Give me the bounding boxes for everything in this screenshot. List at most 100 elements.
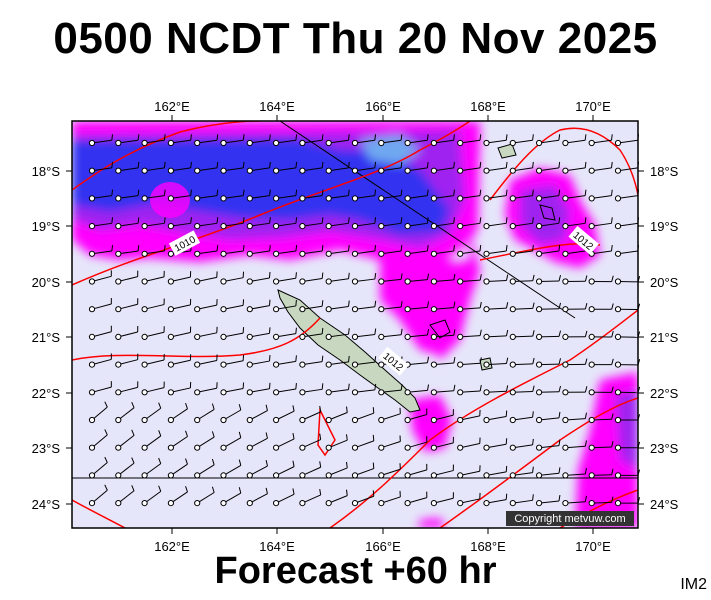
wind-barb [273,272,297,285]
wind-barb [457,357,482,368]
wind-barb [246,487,268,507]
wind-barb [141,353,165,368]
wind-barb [246,299,271,313]
wind-barb [483,385,509,396]
lon-label-bottom: 166°E [365,539,401,554]
wind-barb [509,494,534,507]
wind-barb [299,461,322,479]
wind-barb [167,402,188,424]
wind-barb [325,434,348,451]
wind-barb [325,300,350,313]
wind-barb [325,217,350,230]
lat-label-right: 21°S [650,330,679,345]
lat-label-left: 22°S [32,386,61,401]
wind-barb [115,161,140,174]
wind-barb [430,357,456,368]
wind-barb [404,329,430,340]
lat-label-right: 20°S [650,275,679,290]
wind-barb [115,381,139,396]
wind-barb [299,134,324,147]
wind-barb [351,161,377,174]
wind-barb [141,326,165,340]
wind-barb [351,490,375,507]
wind-barb [404,463,428,479]
wind-barb [141,485,162,507]
wind-barb [273,405,295,424]
wind-barb [536,467,561,479]
wind-barb [483,189,508,202]
wind-barb [220,299,245,313]
wind-barb [536,439,561,451]
wind-barb [115,134,140,147]
wind-barb [430,161,455,174]
wind-barb [194,245,219,257]
lat-label-right: 24°S [650,497,679,512]
wind-barb [273,327,297,340]
wind-barb [378,328,403,340]
lon-label-top: 166°E [365,99,401,114]
wind-barb [220,382,245,396]
wind-barb [562,161,587,174]
wind-barb [220,245,245,257]
wind-barb [378,407,401,424]
lat-label-left: 23°S [32,441,61,456]
wind-barb [457,189,482,202]
wind-barb [325,328,350,340]
wind-barb [115,189,140,202]
wind-barb [614,189,640,202]
wind-barb [115,245,140,257]
wind-barb [88,189,114,202]
wind-barb [378,435,401,451]
wind-barb [378,273,403,285]
wind-barb [351,383,377,396]
wind-barb [115,485,135,507]
wind-barb [509,466,534,479]
wind-barb [404,134,429,147]
lat-label-right: 18°S [650,164,679,179]
wind-barb [194,431,215,451]
plot-frame [71,120,639,529]
latitude-labels-right: 18°S 19°S 20°S 21°S 22°S 23°S 24°S [650,164,679,512]
wind-barb [115,457,135,479]
wind-barb [588,303,614,313]
wind-barb [404,161,429,174]
wind-barb [325,161,350,174]
wind-barb [273,383,297,396]
lat-label-left: 24°S [32,497,61,512]
wind-barbs [88,134,641,507]
wind-barb [483,134,508,147]
wind-barb [141,189,166,202]
wind-barb [378,217,403,230]
wind-barb [509,330,535,340]
wind-barb [562,468,587,479]
wind-barb [378,134,403,147]
wind-barb [325,245,350,257]
wind-barb [246,382,271,396]
wind-barb [246,161,271,174]
wind-barb [194,354,218,368]
wind-barb [194,161,219,174]
wind-barb [88,298,112,313]
wind-barb [88,245,114,257]
wind-barb [457,437,481,451]
wind-barb [351,300,377,313]
wind-barb [378,245,403,257]
wind-barb [351,328,377,340]
wind-barb [88,353,112,368]
wind-barb [588,217,613,230]
wind-barb [588,275,614,285]
wind-barb [536,189,561,202]
wind-barb [536,385,561,396]
lon-label-top: 170°E [575,99,611,114]
wind-barb [167,458,188,479]
wind-barb [325,134,350,147]
wind-barb [141,217,166,230]
wind-barb [457,161,482,174]
wind-barb [562,189,587,202]
wind-barb [614,359,641,368]
wind-barb [457,492,481,507]
wind-barb [457,217,482,230]
wind-barb [430,134,455,147]
wind-barb [430,217,455,230]
wind-barb [220,487,242,507]
